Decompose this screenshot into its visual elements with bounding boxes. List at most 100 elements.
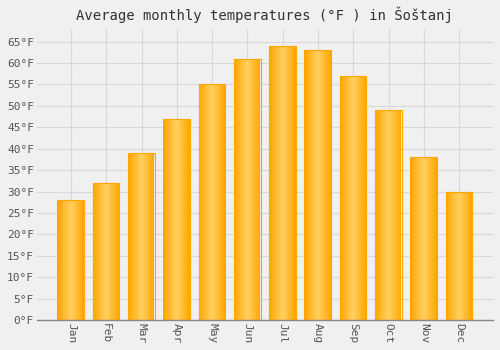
- Bar: [436, 157, 437, 320]
- Bar: [324, 50, 325, 320]
- Bar: [412, 157, 413, 320]
- Bar: [315, 50, 316, 320]
- Bar: [152, 153, 153, 320]
- Bar: [143, 153, 144, 320]
- Bar: [252, 59, 253, 320]
- Bar: [214, 84, 215, 320]
- Bar: [312, 50, 313, 320]
- Bar: [364, 76, 365, 320]
- Bar: [169, 119, 170, 320]
- Bar: [316, 50, 317, 320]
- Bar: [422, 157, 423, 320]
- Bar: [294, 46, 295, 320]
- Bar: [276, 46, 277, 320]
- Bar: [199, 84, 226, 320]
- Bar: [237, 59, 238, 320]
- Bar: [244, 59, 245, 320]
- Bar: [382, 110, 383, 320]
- Bar: [446, 191, 472, 320]
- Bar: [350, 76, 351, 320]
- Bar: [130, 153, 131, 320]
- Bar: [248, 59, 249, 320]
- Bar: [180, 119, 181, 320]
- Bar: [181, 119, 182, 320]
- Bar: [353, 76, 354, 320]
- Bar: [322, 50, 323, 320]
- Bar: [286, 46, 287, 320]
- Bar: [101, 183, 102, 320]
- Bar: [449, 191, 450, 320]
- Bar: [307, 50, 308, 320]
- Bar: [172, 119, 173, 320]
- Bar: [392, 110, 393, 320]
- Bar: [136, 153, 137, 320]
- Bar: [246, 59, 247, 320]
- Bar: [92, 183, 94, 320]
- Bar: [253, 59, 254, 320]
- Bar: [103, 183, 104, 320]
- Bar: [131, 153, 132, 320]
- Bar: [413, 157, 414, 320]
- Bar: [115, 183, 116, 320]
- Bar: [323, 50, 324, 320]
- Bar: [147, 153, 148, 320]
- Bar: [279, 46, 280, 320]
- Bar: [138, 153, 139, 320]
- Bar: [151, 153, 152, 320]
- Bar: [360, 76, 361, 320]
- Bar: [348, 76, 350, 320]
- Bar: [288, 46, 290, 320]
- Bar: [305, 50, 306, 320]
- Bar: [222, 84, 223, 320]
- Bar: [259, 59, 260, 320]
- Bar: [210, 84, 211, 320]
- Bar: [239, 59, 240, 320]
- Bar: [98, 183, 99, 320]
- Bar: [274, 46, 275, 320]
- Bar: [426, 157, 427, 320]
- Bar: [137, 153, 138, 320]
- Bar: [189, 119, 190, 320]
- Bar: [258, 59, 259, 320]
- Bar: [309, 50, 310, 320]
- Bar: [471, 191, 472, 320]
- Bar: [361, 76, 362, 320]
- Bar: [148, 153, 149, 320]
- Bar: [97, 183, 98, 320]
- Bar: [254, 59, 255, 320]
- Bar: [256, 59, 257, 320]
- Bar: [200, 84, 201, 320]
- Bar: [421, 157, 422, 320]
- Bar: [76, 200, 77, 320]
- Bar: [377, 110, 378, 320]
- Bar: [414, 157, 415, 320]
- Bar: [65, 200, 66, 320]
- Bar: [166, 119, 167, 320]
- Bar: [215, 84, 216, 320]
- Bar: [78, 200, 79, 320]
- Bar: [61, 200, 62, 320]
- Bar: [456, 191, 457, 320]
- Bar: [359, 76, 360, 320]
- Bar: [391, 110, 392, 320]
- Bar: [345, 76, 346, 320]
- Bar: [362, 76, 363, 320]
- Bar: [295, 46, 296, 320]
- Bar: [420, 157, 421, 320]
- Bar: [459, 191, 460, 320]
- Bar: [381, 110, 382, 320]
- Bar: [112, 183, 113, 320]
- Bar: [342, 76, 343, 320]
- Bar: [243, 59, 244, 320]
- Bar: [418, 157, 419, 320]
- Bar: [311, 50, 312, 320]
- Bar: [425, 157, 426, 320]
- Bar: [187, 119, 188, 320]
- Bar: [116, 183, 117, 320]
- Bar: [206, 84, 207, 320]
- Bar: [340, 76, 341, 320]
- Bar: [380, 110, 381, 320]
- Bar: [469, 191, 470, 320]
- Bar: [283, 46, 284, 320]
- Bar: [355, 76, 356, 320]
